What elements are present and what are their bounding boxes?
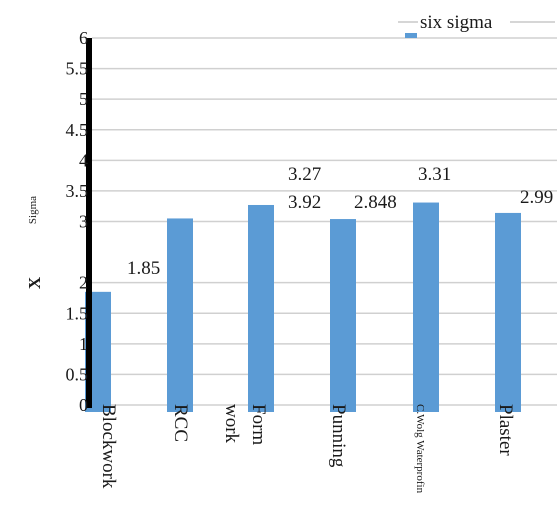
- svg-text:work: work: [221, 404, 242, 444]
- legend: six sigma: [398, 10, 555, 38]
- data-label-4: 3.31: [418, 164, 451, 185]
- x-tick-label-4: C.Wolg Waterprofin: [414, 404, 426, 494]
- y-tick-label-0: 0: [79, 395, 88, 415]
- x-tick-labels: Blockwork RCC Form work Punning C.Wolg Waterp…: [98, 404, 516, 494]
- y-tick-label-10: 5.5: [66, 59, 89, 79]
- svg-text:Plaster: Plaster: [495, 404, 516, 456]
- data-label-0: 1.85: [127, 258, 160, 279]
- data-label-3: 2.848: [354, 192, 397, 213]
- x-tick-label-2: Form work: [221, 404, 269, 445]
- y-tick-label-2: 1: [79, 334, 88, 354]
- y-tick-label-9: 5: [79, 89, 88, 109]
- x-tick-label-1: RCC: [170, 404, 191, 442]
- y-tick-label-7: 4: [79, 150, 88, 170]
- y-axis-label: Sigma: [27, 196, 39, 224]
- legend-swatch: [405, 33, 417, 38]
- legend-entry: six sigma: [420, 12, 493, 33]
- bar-5: [495, 212, 521, 412]
- y-axis-line: [86, 38, 92, 408]
- y-axis-secondary-label: X: [25, 276, 44, 289]
- y-tick-label-1: 0.5: [66, 364, 89, 384]
- bar-4: [413, 202, 439, 412]
- y-tick-label-6: 3.5: [66, 181, 89, 201]
- y-tick-label-8: 4.5: [66, 120, 89, 140]
- bar-3: [330, 219, 356, 412]
- svg-text:C.Wolg Waterprofin: C.Wolg Waterprofin: [414, 404, 426, 494]
- data-labels: 1.85 3.27 3.92 2.848 3.31 2.99: [127, 164, 553, 279]
- svg-text:Blockwork: Blockwork: [98, 404, 119, 489]
- bars: [85, 202, 521, 412]
- data-label-5: 2.99: [520, 187, 553, 208]
- svg-text:RCC: RCC: [170, 404, 191, 442]
- svg-text:Form: Form: [248, 404, 269, 445]
- bar-1: [167, 218, 193, 412]
- y-tick-label-3: 1.5: [66, 303, 89, 323]
- bar-2: [248, 204, 274, 412]
- x-tick-label-0: Blockwork: [98, 404, 119, 489]
- gridlines: [92, 37, 557, 406]
- x-tick-label-3: Punning: [328, 404, 349, 468]
- data-label-2: 3.92: [288, 192, 321, 213]
- y-tick-label-5: 3: [79, 212, 88, 232]
- svg-text:Punning: Punning: [328, 404, 349, 468]
- data-label-1: 3.27: [288, 164, 321, 185]
- y-tick-label-4: 2: [79, 273, 88, 293]
- y-tick-labels: 0 0.5 1 1.5 2 3 3.5 4 4.5 5 5.5 6: [66, 28, 89, 415]
- x-tick-label-5: Plaster: [495, 404, 516, 456]
- y-tick-label-11: 6: [79, 28, 88, 48]
